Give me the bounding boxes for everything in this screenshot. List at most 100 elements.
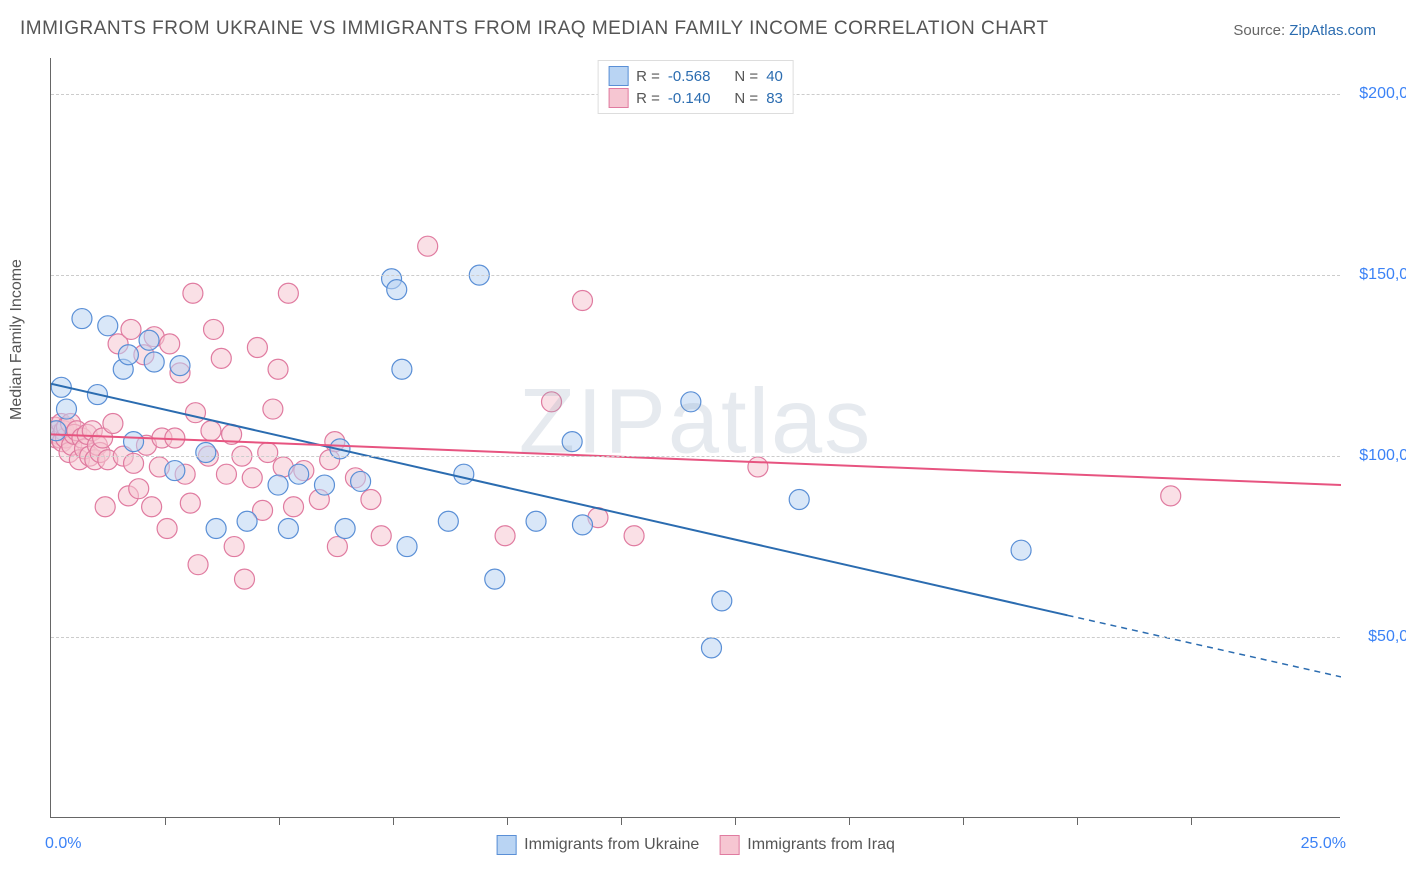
data-point bbox=[327, 537, 347, 557]
swatch-ukraine-icon bbox=[496, 835, 516, 855]
data-point bbox=[789, 490, 809, 510]
data-point bbox=[572, 290, 592, 310]
x-tick bbox=[165, 817, 166, 825]
data-point bbox=[314, 475, 334, 495]
data-point bbox=[237, 511, 257, 531]
data-point bbox=[121, 319, 141, 339]
data-point bbox=[103, 414, 123, 434]
series-legend: Immigrants from Ukraine Immigrants from … bbox=[496, 835, 895, 855]
legend-item-ukraine: Immigrants from Ukraine bbox=[496, 835, 699, 855]
data-point bbox=[235, 569, 255, 589]
y-tick-label: $200,000 bbox=[1346, 85, 1406, 103]
data-point bbox=[526, 511, 546, 531]
data-point bbox=[289, 464, 309, 484]
data-point bbox=[157, 518, 177, 538]
data-point bbox=[224, 537, 244, 557]
x-tick bbox=[849, 817, 850, 825]
r-label: R = bbox=[636, 68, 660, 85]
data-point bbox=[278, 283, 298, 303]
data-point bbox=[211, 348, 231, 368]
x-tick bbox=[735, 817, 736, 825]
data-point bbox=[1011, 540, 1031, 560]
data-point bbox=[98, 316, 118, 336]
y-tick-label: $50,000 bbox=[1346, 628, 1406, 646]
data-point bbox=[165, 461, 185, 481]
data-point bbox=[258, 442, 278, 462]
trendline-extrapolated bbox=[1068, 615, 1341, 677]
n-value-iraq: 83 bbox=[766, 90, 783, 107]
data-point bbox=[681, 392, 701, 412]
data-point bbox=[284, 497, 304, 517]
data-point bbox=[495, 526, 515, 546]
legend-row-iraq: R = -0.140 N = 83 bbox=[608, 87, 783, 109]
data-point bbox=[335, 518, 355, 538]
source-link[interactable]: ZipAtlas.com bbox=[1289, 22, 1376, 39]
data-point bbox=[485, 569, 505, 589]
x-tick bbox=[963, 817, 964, 825]
data-point bbox=[542, 392, 562, 412]
data-point bbox=[454, 464, 474, 484]
data-point bbox=[1161, 486, 1181, 506]
trendline bbox=[51, 384, 1068, 616]
data-point bbox=[701, 638, 721, 658]
data-point bbox=[160, 334, 180, 354]
swatch-ukraine bbox=[608, 66, 628, 86]
x-tick bbox=[507, 817, 508, 825]
legend-item-iraq: Immigrants from Iraq bbox=[719, 835, 895, 855]
data-point bbox=[72, 309, 92, 329]
data-point bbox=[51, 421, 66, 441]
r-value-iraq: -0.140 bbox=[668, 90, 711, 107]
data-point bbox=[242, 468, 262, 488]
data-point bbox=[188, 555, 208, 575]
x-axis-min-label: 0.0% bbox=[45, 835, 81, 853]
n-value-ukraine: 40 bbox=[766, 68, 783, 85]
swatch-iraq bbox=[608, 88, 628, 108]
chart-title: IMMIGRANTS FROM UKRAINE VS IMMIGRANTS FR… bbox=[20, 18, 1049, 40]
source-attribution: Source: ZipAtlas.com bbox=[1233, 22, 1376, 39]
y-axis-label: Median Family Income bbox=[8, 259, 26, 420]
n-label: N = bbox=[734, 90, 758, 107]
data-point bbox=[183, 283, 203, 303]
gridline bbox=[51, 456, 1340, 457]
data-point bbox=[206, 518, 226, 538]
data-point bbox=[624, 526, 644, 546]
data-point bbox=[124, 432, 144, 452]
data-point bbox=[371, 526, 391, 546]
data-point bbox=[361, 490, 381, 510]
data-point bbox=[142, 497, 162, 517]
x-axis-max-label: 25.0% bbox=[1301, 835, 1346, 853]
data-point bbox=[201, 421, 221, 441]
r-value-ukraine: -0.568 bbox=[668, 68, 711, 85]
source-prefix: Source: bbox=[1233, 22, 1289, 39]
y-tick-label: $100,000 bbox=[1346, 447, 1406, 465]
data-point bbox=[95, 497, 115, 517]
data-point bbox=[712, 591, 732, 611]
data-point bbox=[204, 319, 224, 339]
data-point bbox=[139, 330, 159, 350]
x-tick bbox=[621, 817, 622, 825]
legend-label-ukraine: Immigrants from Ukraine bbox=[524, 836, 699, 854]
data-point bbox=[748, 457, 768, 477]
data-point bbox=[278, 518, 298, 538]
y-tick-label: $150,000 bbox=[1346, 266, 1406, 284]
data-point bbox=[263, 399, 283, 419]
x-tick bbox=[279, 817, 280, 825]
data-point bbox=[144, 352, 164, 372]
data-point bbox=[351, 471, 371, 491]
data-point bbox=[392, 359, 412, 379]
data-point bbox=[247, 338, 267, 358]
x-tick bbox=[393, 817, 394, 825]
gridline bbox=[51, 637, 1340, 638]
r-label: R = bbox=[636, 90, 660, 107]
legend-label-iraq: Immigrants from Iraq bbox=[747, 836, 895, 854]
data-point bbox=[216, 464, 236, 484]
data-point bbox=[196, 442, 216, 462]
data-point bbox=[268, 475, 288, 495]
data-point bbox=[387, 280, 407, 300]
x-tick bbox=[1077, 817, 1078, 825]
correlation-legend: R = -0.568 N = 40 R = -0.140 N = 83 bbox=[597, 60, 794, 114]
data-point bbox=[185, 403, 205, 423]
data-point bbox=[129, 479, 149, 499]
legend-row-ukraine: R = -0.568 N = 40 bbox=[608, 65, 783, 87]
data-point bbox=[180, 493, 200, 513]
